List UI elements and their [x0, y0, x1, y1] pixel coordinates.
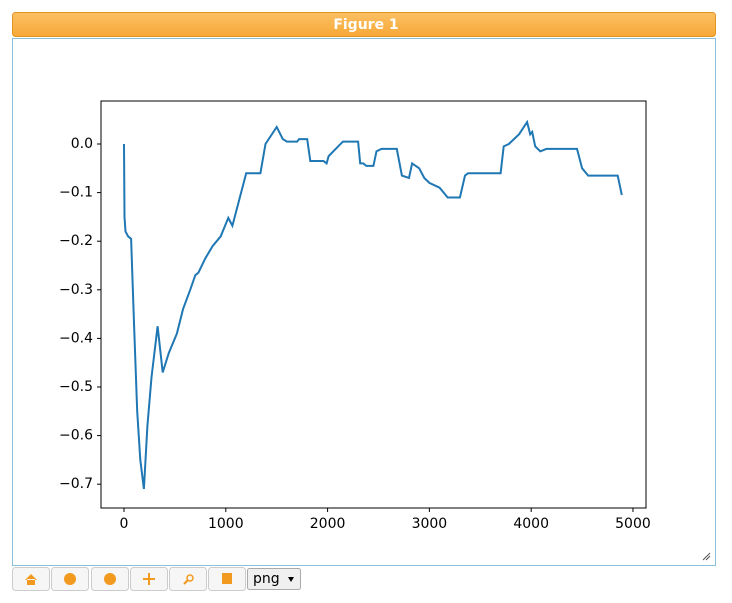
y-tick-label: −0.6 [59, 428, 93, 444]
y-tick-label: −0.3 [59, 282, 93, 298]
home-icon [25, 574, 37, 585]
x-tick-label: 2000 [310, 516, 346, 532]
line-series [123, 119, 623, 490]
back-icon [64, 573, 76, 585]
toolbar: png [12, 567, 301, 591]
title-bar [12, 12, 716, 37]
x-tick-label: 4000 [513, 516, 549, 532]
y-tick-label: −0.2 [59, 233, 93, 249]
plot-frame [100, 100, 647, 509]
y-tick-label: −0.4 [59, 330, 93, 346]
x-tick-label: 5000 [615, 516, 651, 532]
y-tick-label: 0.0 [71, 136, 93, 152]
x-tick-label: 1000 [208, 516, 244, 532]
x-tick-label: 0 [120, 516, 129, 532]
y-tick-label: −0.5 [59, 379, 93, 395]
zoom-icon-lens [186, 574, 194, 582]
select-arrow [288, 577, 294, 582]
y-tick-label: −0.7 [59, 476, 93, 492]
y-tick-label: −0.1 [59, 185, 93, 201]
x-tick-label: 3000 [412, 516, 448, 532]
zoom-button[interactable] [169, 567, 207, 591]
pan-icon [143, 573, 155, 585]
window-title: Figure 1 [333, 17, 398, 33]
format-select-value: png [253, 571, 280, 587]
zoom-icon [183, 579, 189, 585]
forward-icon [104, 573, 116, 585]
save-icon [222, 573, 232, 584]
format-select[interactable] [247, 568, 301, 590]
resize-handle[interactable] [702, 552, 711, 561]
figure-canvas [12, 38, 716, 566]
